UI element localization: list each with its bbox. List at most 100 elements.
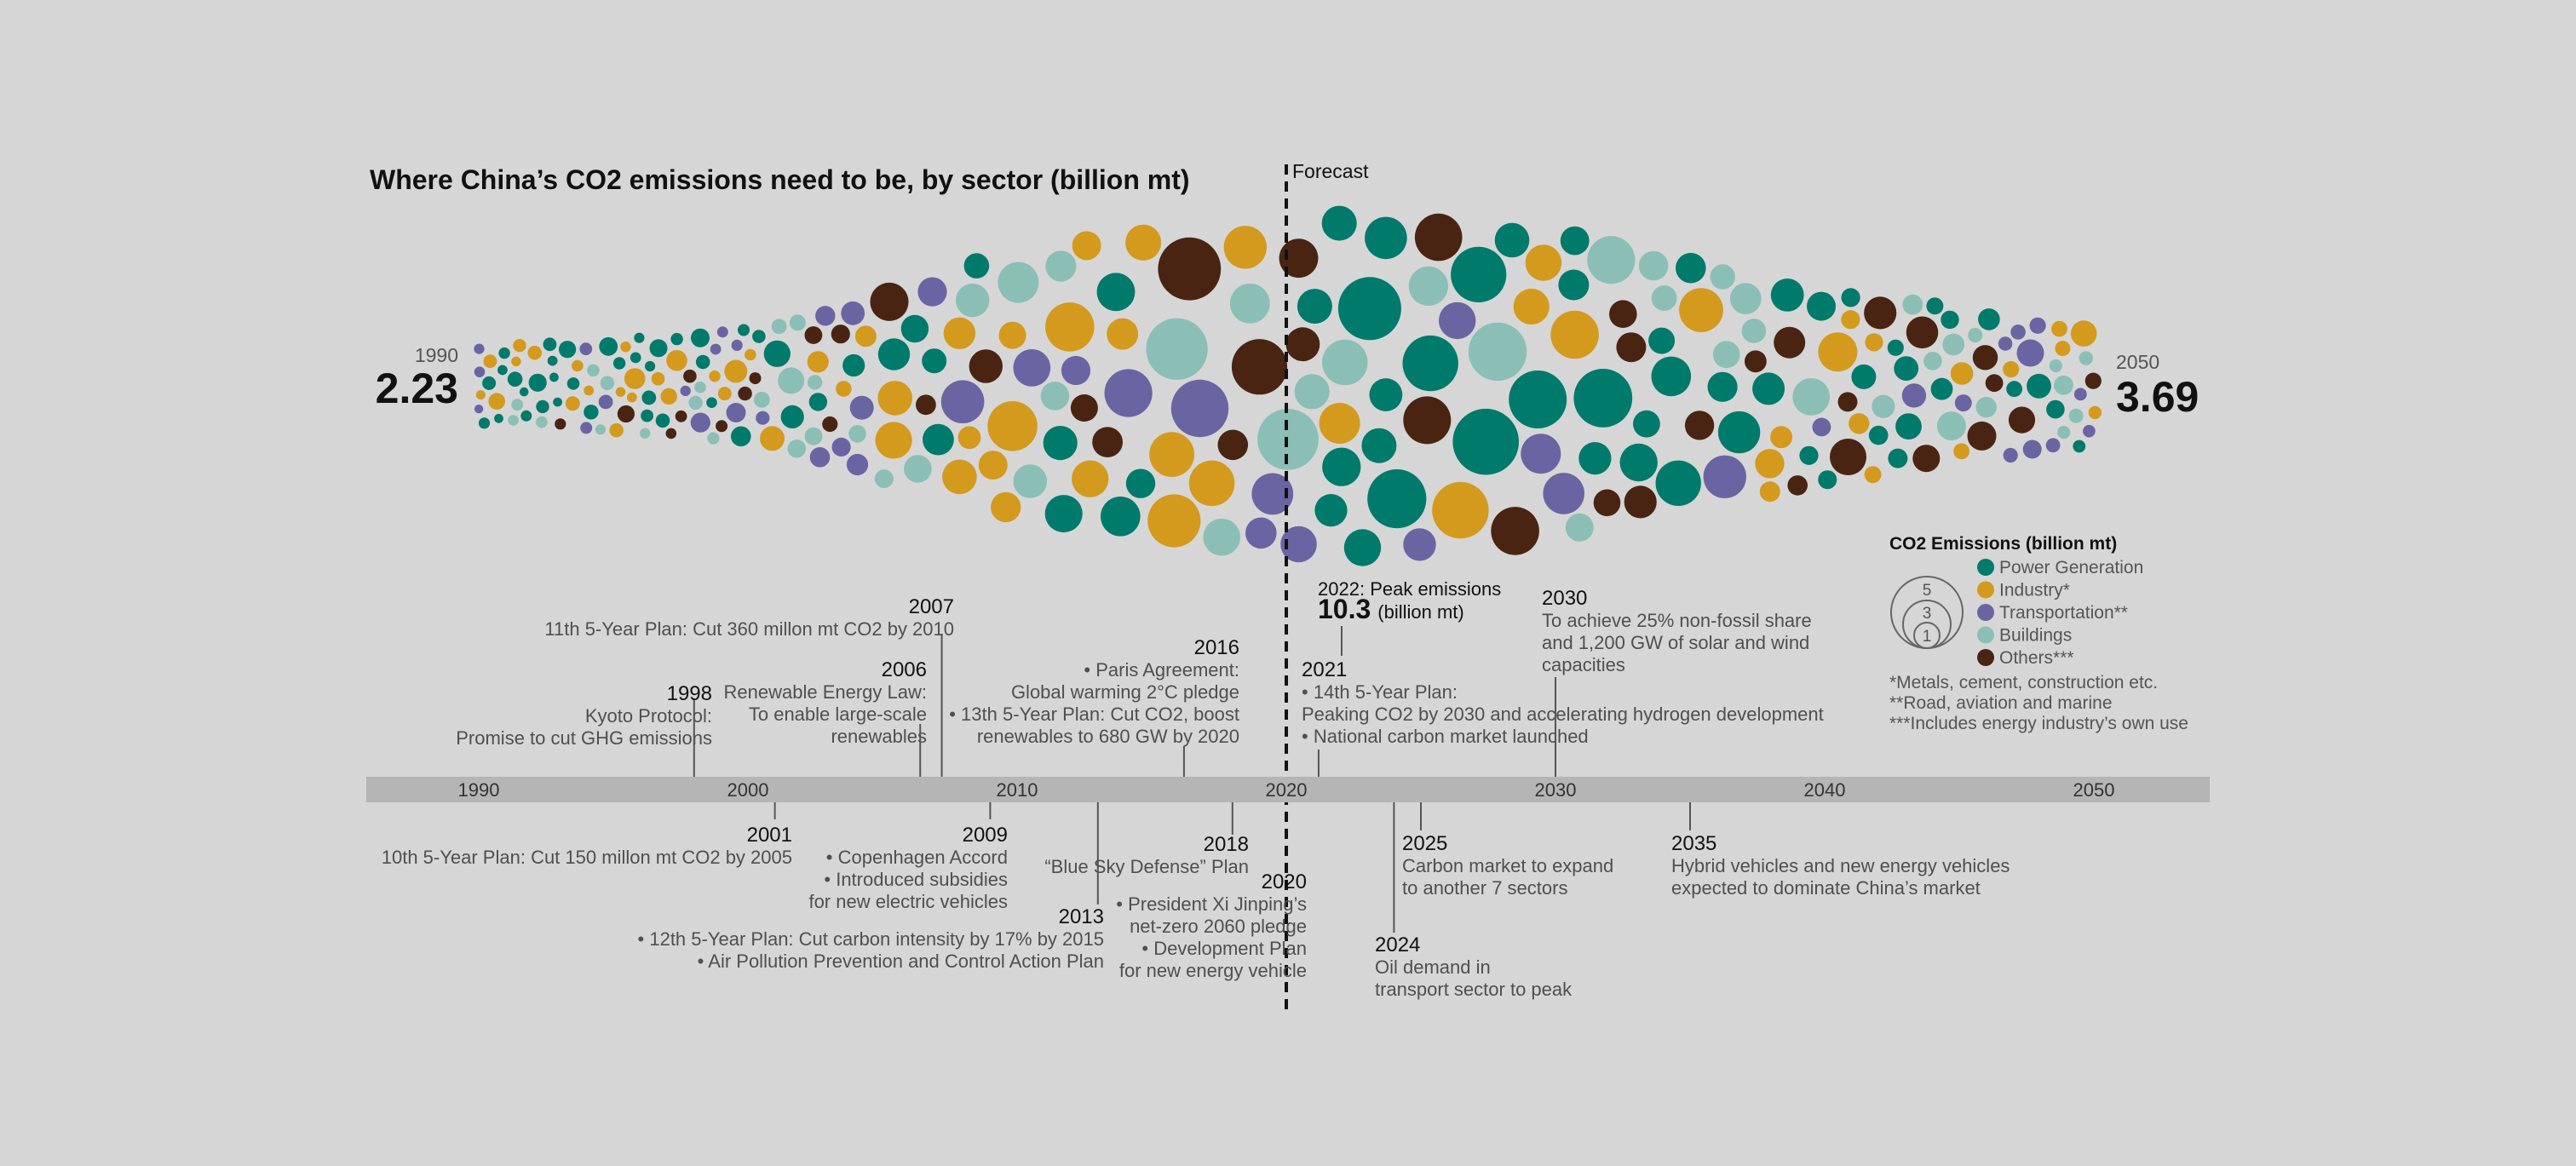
- emission-bubble: [1912, 445, 1941, 473]
- event-text: to another 7 sectors: [1402, 877, 1567, 899]
- emission-bubble: [1972, 345, 1998, 370]
- event-text: • National carbon market launched: [1302, 726, 1589, 747]
- event-2021: 2021• 14th 5-Year Plan:Peaking CO2 by 20…: [1302, 658, 1824, 777]
- emission-bubble: [513, 339, 526, 353]
- emission-bubble: [1837, 392, 1858, 412]
- emission-bubble: [1432, 481, 1489, 539]
- event-text: • 13th 5-Year Plan: Cut CO2, boost: [949, 704, 1239, 725]
- emission-bubble: [1223, 226, 1268, 269]
- event-text: renewables: [831, 726, 927, 747]
- legend-items: Power Generation Industry* Transportation*…: [1977, 558, 2143, 668]
- emission-bubble: [1799, 445, 1819, 465]
- emission-bubble: [1953, 443, 1970, 460]
- timeline-axis: 1990 2000 2010 2020 2030 2040 2050: [458, 779, 2115, 801]
- emission-bubble: [584, 385, 595, 396]
- end-value: 3.69: [2116, 373, 2199, 421]
- legend-size-5: 5: [1923, 582, 1932, 600]
- emission-bubble: [752, 330, 766, 343]
- emission-bubble: [710, 343, 722, 355]
- event-text: Carbon market to expand: [1402, 855, 1613, 876]
- emission-bubble: [645, 360, 656, 372]
- emission-bubble: [528, 373, 547, 392]
- emission-bubble: [1070, 394, 1098, 422]
- emission-bubble: [987, 401, 1038, 451]
- event-text: • 14th 5-Year Plan:: [1302, 681, 1458, 703]
- event-text: Global warming 2°C pledge: [1011, 681, 1239, 703]
- emission-bubble: [1013, 349, 1051, 387]
- emission-bubble: [1061, 355, 1091, 386]
- emission-bubble: [1906, 316, 1939, 349]
- emission-bubble: [1901, 383, 1927, 408]
- emission-bubble: [940, 380, 985, 424]
- emission-bubble: [1624, 485, 1657, 519]
- emission-bubble: [666, 350, 687, 371]
- emission-bubble: [709, 370, 721, 382]
- event-year: 2025: [1402, 832, 1447, 855]
- event-text: “Blue Sky Defense” Plan: [1044, 856, 1249, 877]
- emission-bubble: [580, 422, 593, 434]
- emission-bubble: [1294, 374, 1330, 410]
- emission-bubble: [978, 451, 1008, 480]
- peak-unit: (billion mt): [1377, 601, 1463, 623]
- event-text: • President Xi Jinping’s: [1116, 893, 1307, 915]
- emission-bubble: [1807, 291, 1836, 321]
- event-year: 2007: [909, 595, 954, 618]
- emission-bubble: [478, 417, 491, 429]
- legend: CO2 Emissions (billion mt) 5 3 1 Power G…: [1889, 534, 2188, 733]
- emission-bubble: [2073, 439, 2086, 453]
- emission-bubble: [998, 261, 1039, 303]
- legend-size-circle-1: [1913, 622, 1941, 649]
- emission-bubble: [2016, 339, 2044, 367]
- emission-bubble: [1849, 413, 1870, 434]
- emission-bubble: [494, 413, 503, 423]
- emission-bubble: [691, 328, 710, 348]
- emission-bubble: [1361, 428, 1397, 463]
- emission-bubble: [620, 342, 631, 353]
- event-year: 2006: [882, 658, 927, 681]
- emission-bubble: [553, 397, 562, 407]
- emission-bubble: [1729, 283, 1762, 314]
- emission-bubble: [1774, 326, 1806, 359]
- emission-bubble: [555, 418, 566, 430]
- emission-bubble: [1744, 350, 1767, 373]
- emission-bubble: [520, 410, 532, 422]
- event-text: Oil demand in: [1375, 956, 1491, 978]
- emission-bubble: [547, 355, 558, 366]
- emission-bubble: [680, 385, 691, 397]
- legend-swatch: [1977, 604, 1994, 621]
- emission-bubble: [831, 325, 850, 344]
- emission-bubble: [1452, 408, 1519, 475]
- emission-bubble: [1104, 369, 1153, 417]
- emission-bubble: [1752, 372, 1785, 405]
- emission-bubble: [2083, 424, 2096, 438]
- emission-bubble: [1279, 238, 1319, 279]
- event-text: for new electric vehicles: [808, 891, 1008, 912]
- emission-bubble: [565, 396, 580, 411]
- emission-bubble: [870, 282, 909, 321]
- emission-bubble: [1651, 356, 1692, 397]
- emission-bubble: [595, 424, 607, 435]
- emission-bubble: [1170, 379, 1229, 438]
- emission-bubble: [1513, 288, 1550, 325]
- emission-bubble: [900, 314, 929, 343]
- emission-bubble: [1494, 222, 1530, 258]
- emission-bubble: [1092, 427, 1123, 457]
- emission-bubble: [1451, 246, 1507, 302]
- emission-bubble: [1146, 318, 1208, 380]
- emission-bubble: [1967, 421, 1997, 451]
- emission-bubble: [1930, 377, 1953, 400]
- bubble-cloud: [474, 205, 2102, 566]
- emission-bubble: [731, 339, 743, 351]
- emission-bubble: [1865, 333, 1883, 352]
- emission-bubble: [549, 372, 559, 382]
- emission-bubble: [745, 348, 756, 361]
- emission-bubble: [519, 387, 529, 397]
- emission-bubble: [1343, 529, 1382, 566]
- emission-bubble: [1975, 396, 1997, 418]
- legend-note-2: **Road, aviation and marine: [1889, 693, 2113, 713]
- emission-bubble: [1888, 448, 1908, 468]
- emission-bubble: [2010, 325, 2026, 340]
- emission-bubble: [1707, 371, 1738, 402]
- emission-bubble: [1403, 528, 1436, 561]
